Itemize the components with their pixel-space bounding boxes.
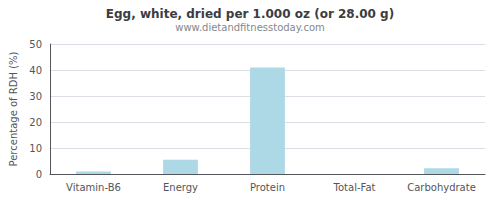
svg-text:Total-Fat: Total-Fat bbox=[333, 182, 376, 193]
svg-text:0: 0 bbox=[36, 169, 42, 180]
svg-text:40: 40 bbox=[29, 65, 42, 76]
svg-text:Egg, white, dried per 1.000 oz: Egg, white, dried per 1.000 oz (or 28.00… bbox=[106, 7, 394, 21]
svg-text:20: 20 bbox=[29, 117, 42, 128]
svg-text:Energy: Energy bbox=[163, 182, 198, 193]
svg-text:30: 30 bbox=[29, 91, 42, 102]
svg-text:Protein: Protein bbox=[250, 182, 285, 193]
svg-text:50: 50 bbox=[29, 39, 42, 50]
svg-text:Vitamin-B6: Vitamin-B6 bbox=[66, 182, 121, 193]
svg-text:Percentage of RDH (%): Percentage of RDH (%) bbox=[8, 51, 19, 166]
svg-text:Carbohydrate: Carbohydrate bbox=[407, 182, 476, 193]
svg-text:www.dietandfitnesstoday.com: www.dietandfitnesstoday.com bbox=[175, 22, 324, 33]
svg-text:10: 10 bbox=[29, 143, 42, 154]
